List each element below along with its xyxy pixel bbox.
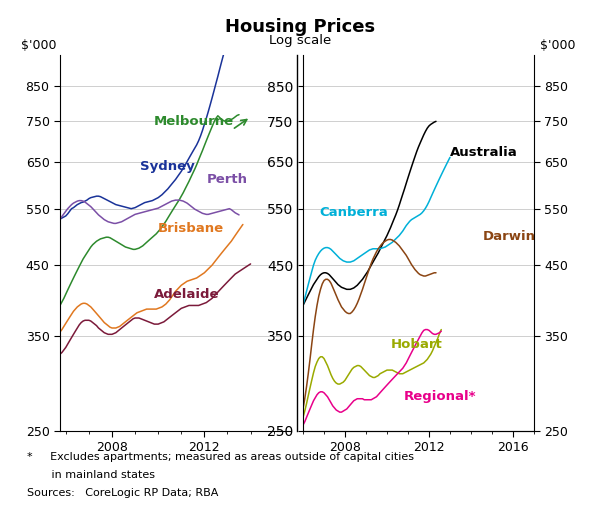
- Text: Sources:   CoreLogic RP Data; RBA: Sources: CoreLogic RP Data; RBA: [27, 488, 218, 498]
- Text: Regional*: Regional*: [404, 390, 476, 403]
- Text: Canberra: Canberra: [320, 207, 389, 219]
- Text: in mainland states: in mainland states: [27, 470, 155, 480]
- Text: $'000: $'000: [540, 39, 575, 52]
- Text: Brisbane: Brisbane: [158, 222, 224, 235]
- Text: Log scale: Log scale: [269, 34, 331, 47]
- Text: Housing Prices: Housing Prices: [225, 18, 375, 36]
- Text: Australia: Australia: [450, 146, 518, 159]
- Text: $'000: $'000: [21, 39, 56, 52]
- Text: *     Excludes apartments; measured as areas outside of capital cities: * Excludes apartments; measured as areas…: [27, 452, 414, 461]
- Text: Melbourne: Melbourne: [154, 115, 233, 128]
- Text: Adelaide: Adelaide: [154, 288, 219, 301]
- Text: Darwin: Darwin: [482, 230, 536, 243]
- Text: Sydney: Sydney: [140, 160, 194, 173]
- Text: Hobart: Hobart: [391, 338, 443, 351]
- Text: Perth: Perth: [206, 173, 248, 186]
